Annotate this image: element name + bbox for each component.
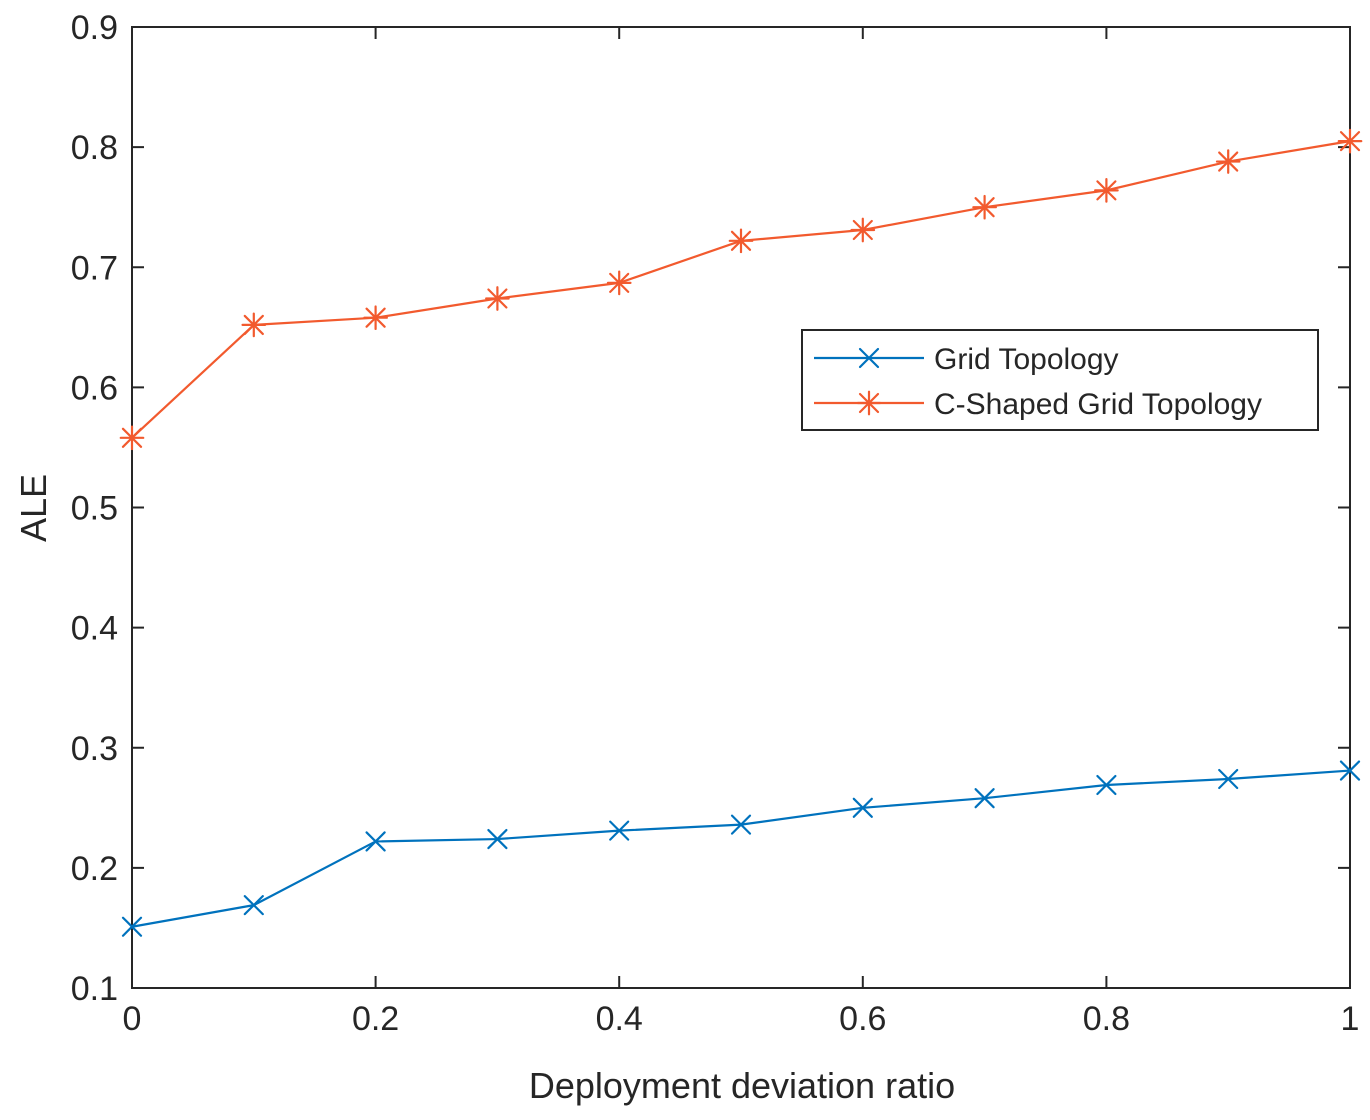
data-point-grid-topology <box>730 814 752 835</box>
legend-marker-c-shaped-grid-topology <box>856 390 882 416</box>
y-tick-label: 0.1 <box>71 970 118 1008</box>
data-point-grid-topology <box>365 831 386 852</box>
data-point-c-shaped-grid-topology <box>850 217 876 243</box>
legend-box <box>801 329 1319 431</box>
x-tick-label: 0.8 <box>1083 1000 1130 1038</box>
data-point-grid-topology <box>487 828 508 850</box>
data-point-c-shaped-grid-topology <box>363 305 388 331</box>
data-point-c-shaped-grid-topology <box>485 286 510 311</box>
data-point-c-shaped-grid-topology <box>606 270 632 296</box>
y-tick-label: 0.3 <box>71 730 118 768</box>
y-tick-label: 0.2 <box>71 850 118 888</box>
plot-area <box>119 128 1363 937</box>
data-point-c-shaped-grid-topology <box>241 312 267 338</box>
y-tick-label: 0.6 <box>71 369 118 407</box>
x-tick-label: 0.6 <box>839 1000 886 1038</box>
x-tick-label: 0 <box>123 1000 142 1038</box>
legend: Grid Topology C-Shaped Grid Topology <box>801 329 1319 431</box>
x-tick-label: 1 <box>1341 1000 1360 1038</box>
data-point-grid-topology <box>1339 760 1361 781</box>
data-point-c-shaped-grid-topology <box>972 194 997 220</box>
y-tick-label: 0.5 <box>71 490 118 528</box>
y-tick-label: 0.7 <box>71 249 118 287</box>
x-tick-label: 0.4 <box>596 1000 643 1038</box>
data-point-c-shaped-grid-topology <box>119 425 145 451</box>
legend-label-grid-topology: Grid Topology <box>934 343 1119 376</box>
y-axis-label: ALE <box>13 474 54 542</box>
data-point-grid-topology <box>609 820 630 841</box>
data-point-grid-topology <box>243 895 264 916</box>
y-tick-label: 0.9 <box>71 9 118 47</box>
data-point-c-shaped-grid-topology <box>1215 149 1241 174</box>
legend-marker-grid-topology <box>858 347 880 369</box>
x-axis-label: Deployment deviation ratio <box>529 1065 955 1106</box>
axes: 0 0.2 0.4 0.6 0.8 1 0.1 0.2 0.3 0.4 0.5 0.6 0.7 0.8 0.… <box>71 9 1360 1038</box>
data-point-grid-topology <box>852 797 873 818</box>
data-point-c-shaped-grid-topology <box>1337 128 1363 154</box>
legend-label-c-shaped-grid-topology: C-Shaped Grid Topology <box>934 388 1262 421</box>
data-point-grid-topology <box>1218 768 1239 790</box>
data-point-grid-topology <box>1096 774 1117 796</box>
data-point-grid-topology <box>121 916 143 937</box>
y-tick-label: 0.4 <box>71 610 118 648</box>
x-tick-label: 0.2 <box>352 1000 399 1038</box>
y-tick-label: 0.8 <box>71 129 118 167</box>
data-point-c-shaped-grid-topology <box>728 228 754 254</box>
data-point-grid-topology <box>974 788 995 809</box>
data-point-c-shaped-grid-topology <box>1094 178 1119 203</box>
